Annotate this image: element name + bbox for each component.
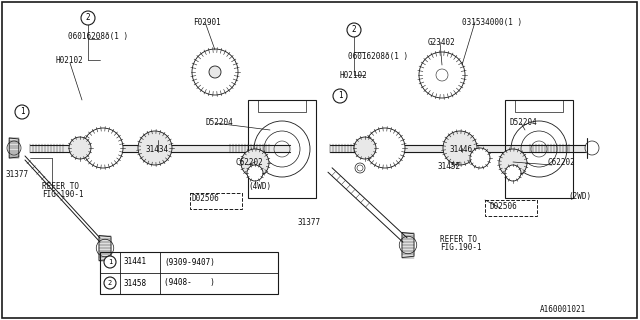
Circle shape	[87, 132, 119, 164]
Circle shape	[241, 149, 269, 177]
Circle shape	[443, 131, 477, 165]
Circle shape	[347, 23, 361, 37]
Text: 31441: 31441	[124, 258, 147, 267]
Text: D02506: D02506	[490, 202, 518, 211]
Text: (9309-9407): (9309-9407)	[164, 258, 215, 267]
Circle shape	[453, 141, 467, 155]
Circle shape	[377, 140, 393, 156]
Circle shape	[75, 143, 85, 153]
Circle shape	[138, 131, 172, 165]
Circle shape	[202, 59, 228, 85]
Text: 031534000(1 ): 031534000(1 )	[462, 18, 522, 27]
Circle shape	[369, 132, 401, 164]
Bar	[485, 200, 537, 216]
Bar	[515, 100, 563, 112]
Text: 2: 2	[352, 26, 356, 35]
Circle shape	[148, 141, 162, 155]
Circle shape	[354, 137, 376, 159]
Text: H02102: H02102	[55, 56, 83, 65]
Text: REFER TO: REFER TO	[440, 235, 477, 244]
Circle shape	[505, 165, 521, 181]
Text: 06016208ð(1 ): 06016208ð(1 )	[68, 32, 128, 41]
Circle shape	[448, 136, 472, 160]
Text: F02901: F02901	[193, 18, 221, 27]
Circle shape	[245, 153, 265, 173]
Bar	[190, 193, 242, 209]
Circle shape	[507, 157, 519, 169]
Text: FIG.190-1: FIG.190-1	[42, 190, 84, 199]
Circle shape	[250, 168, 260, 178]
Circle shape	[15, 105, 29, 119]
Text: A160001021: A160001021	[540, 305, 586, 314]
Text: 06016208ð(1 ): 06016208ð(1 )	[348, 52, 408, 61]
Text: 31434: 31434	[145, 145, 168, 154]
Circle shape	[91, 136, 115, 160]
Circle shape	[197, 54, 233, 90]
Circle shape	[69, 137, 91, 159]
Circle shape	[209, 66, 221, 78]
Text: 1: 1	[20, 108, 24, 116]
Bar	[100, 252, 278, 294]
Circle shape	[104, 256, 116, 268]
Text: (2WD): (2WD)	[568, 192, 591, 201]
Text: 1: 1	[338, 92, 342, 100]
Circle shape	[424, 57, 460, 93]
Circle shape	[192, 49, 238, 95]
Text: 2: 2	[108, 280, 112, 286]
Text: (4WD): (4WD)	[248, 182, 271, 191]
Text: D52204: D52204	[205, 118, 233, 127]
Circle shape	[499, 149, 527, 177]
Circle shape	[357, 140, 373, 156]
Circle shape	[249, 157, 261, 169]
Text: 2: 2	[86, 13, 90, 22]
Text: 31377: 31377	[297, 218, 320, 227]
Text: D52204: D52204	[510, 118, 538, 127]
Circle shape	[81, 11, 95, 25]
Polygon shape	[9, 138, 19, 158]
Bar	[505, 100, 573, 198]
Text: 31446: 31446	[450, 145, 473, 154]
Text: C62202: C62202	[235, 158, 263, 167]
Polygon shape	[99, 236, 111, 260]
Text: D02506: D02506	[192, 194, 220, 203]
Text: FIG.190-1: FIG.190-1	[440, 243, 482, 252]
Polygon shape	[99, 236, 111, 260]
Circle shape	[206, 63, 224, 81]
Circle shape	[104, 277, 116, 289]
Circle shape	[247, 165, 263, 181]
Circle shape	[429, 62, 455, 88]
Circle shape	[436, 69, 448, 81]
Text: 31452: 31452	[438, 162, 461, 171]
Text: H02102: H02102	[340, 71, 368, 80]
Circle shape	[72, 140, 88, 156]
Circle shape	[433, 66, 451, 84]
Circle shape	[95, 140, 111, 156]
Circle shape	[474, 152, 486, 164]
Circle shape	[373, 136, 397, 160]
Text: 1: 1	[108, 259, 112, 265]
Circle shape	[360, 143, 370, 153]
Bar	[248, 100, 316, 198]
Text: 31377: 31377	[6, 170, 29, 179]
Polygon shape	[402, 233, 414, 258]
Circle shape	[143, 136, 167, 160]
Text: 31458: 31458	[124, 278, 147, 287]
Polygon shape	[402, 233, 414, 258]
Text: C62202: C62202	[548, 158, 576, 167]
Circle shape	[365, 128, 405, 168]
Circle shape	[470, 148, 490, 168]
Circle shape	[419, 52, 465, 98]
Text: (9408-    ): (9408- )	[164, 278, 215, 287]
Polygon shape	[9, 138, 19, 158]
Circle shape	[333, 89, 347, 103]
Bar	[258, 100, 306, 112]
Text: G23402: G23402	[428, 38, 456, 47]
Circle shape	[508, 168, 518, 178]
Circle shape	[503, 153, 523, 173]
Circle shape	[83, 128, 123, 168]
Text: REFER TO: REFER TO	[42, 182, 79, 191]
